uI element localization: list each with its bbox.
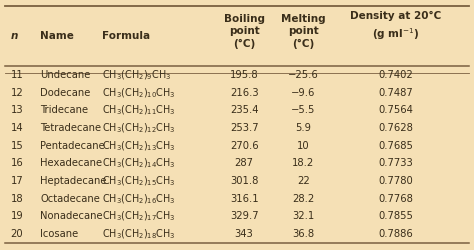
Text: $\mathregular{CH_3(CH_2)_{11}CH_3}$: $\mathregular{CH_3(CH_2)_{11}CH_3}$ <box>102 104 175 117</box>
Text: Hexadecane: Hexadecane <box>40 158 102 168</box>
Text: 19: 19 <box>10 212 23 222</box>
Text: 329.7: 329.7 <box>230 212 258 222</box>
Text: Dodecane: Dodecane <box>40 88 91 98</box>
Text: −9.6: −9.6 <box>291 88 316 98</box>
Text: 36.8: 36.8 <box>292 229 314 239</box>
Text: 0.7768: 0.7768 <box>378 194 413 204</box>
Text: $\mathregular{CH_3(CH_2)_{12}CH_3}$: $\mathregular{CH_3(CH_2)_{12}CH_3}$ <box>102 121 175 135</box>
Text: 235.4: 235.4 <box>230 106 258 116</box>
Text: 28.2: 28.2 <box>292 194 314 204</box>
Text: 0.7628: 0.7628 <box>378 123 413 133</box>
Text: 12: 12 <box>10 88 23 98</box>
Text: 13: 13 <box>10 106 23 116</box>
Text: $\mathregular{CH_3(CH_2)_{9}CH_3}$: $\mathregular{CH_3(CH_2)_{9}CH_3}$ <box>102 68 171 82</box>
Text: 0.7402: 0.7402 <box>378 70 413 80</box>
Text: 22: 22 <box>297 176 310 186</box>
Text: 14: 14 <box>10 123 23 133</box>
Text: Tetradecane: Tetradecane <box>40 123 101 133</box>
Text: $\mathregular{CH_3(CH_2)_{15}CH_3}$: $\mathregular{CH_3(CH_2)_{15}CH_3}$ <box>102 174 175 188</box>
Text: $\mathregular{CH_3(CH_2)_{17}CH_3}$: $\mathregular{CH_3(CH_2)_{17}CH_3}$ <box>102 210 175 223</box>
Text: 253.7: 253.7 <box>230 123 258 133</box>
Text: 5.9: 5.9 <box>295 123 311 133</box>
Text: Nonadecane: Nonadecane <box>40 212 103 222</box>
Text: 216.3: 216.3 <box>230 88 258 98</box>
Text: 18: 18 <box>10 194 23 204</box>
Text: point: point <box>229 26 259 36</box>
Text: 270.6: 270.6 <box>230 141 258 151</box>
Text: (°C): (°C) <box>292 39 314 49</box>
Text: Name: Name <box>40 31 74 41</box>
Text: 0.7685: 0.7685 <box>378 141 413 151</box>
Text: 287: 287 <box>235 158 254 168</box>
Text: 0.7780: 0.7780 <box>378 176 413 186</box>
Text: point: point <box>288 26 319 36</box>
Text: 0.7564: 0.7564 <box>378 106 413 116</box>
Text: $\mathregular{CH_3(CH_2)_{18}CH_3}$: $\mathregular{CH_3(CH_2)_{18}CH_3}$ <box>102 227 175 241</box>
Text: −5.5: −5.5 <box>291 106 316 116</box>
Text: $\bfit{n}$: $\bfit{n}$ <box>10 31 19 41</box>
Text: Undecane: Undecane <box>40 70 91 80</box>
Text: Density at 20°C: Density at 20°C <box>350 10 441 20</box>
Text: 10: 10 <box>297 141 310 151</box>
Text: Heptadecane: Heptadecane <box>40 176 107 186</box>
Text: Pentadecane: Pentadecane <box>40 141 105 151</box>
Text: 20: 20 <box>10 229 23 239</box>
Text: Tridecane: Tridecane <box>40 106 89 116</box>
Text: 17: 17 <box>10 176 23 186</box>
Text: $\mathregular{CH_3(CH_2)_{14}CH_3}$: $\mathregular{CH_3(CH_2)_{14}CH_3}$ <box>102 157 175 170</box>
Text: Melting: Melting <box>281 14 326 24</box>
Text: 15: 15 <box>10 141 23 151</box>
Text: Formula: Formula <box>102 31 150 41</box>
Text: 343: 343 <box>235 229 254 239</box>
Text: $\mathregular{CH_3(CH_2)_{10}CH_3}$: $\mathregular{CH_3(CH_2)_{10}CH_3}$ <box>102 86 175 100</box>
Text: 32.1: 32.1 <box>292 212 314 222</box>
Text: Icosane: Icosane <box>40 229 79 239</box>
Text: 0.7733: 0.7733 <box>378 158 413 168</box>
Text: 0.7487: 0.7487 <box>378 88 413 98</box>
Text: 0.7855: 0.7855 <box>378 212 413 222</box>
Text: 11: 11 <box>10 70 23 80</box>
Text: (g ml$^{-1}$): (g ml$^{-1}$) <box>372 26 419 42</box>
Text: 316.1: 316.1 <box>230 194 258 204</box>
Text: Octadecane: Octadecane <box>40 194 100 204</box>
Text: $\mathregular{CH_3(CH_2)_{16}CH_3}$: $\mathregular{CH_3(CH_2)_{16}CH_3}$ <box>102 192 175 205</box>
Text: 195.8: 195.8 <box>230 70 258 80</box>
Text: 301.8: 301.8 <box>230 176 258 186</box>
Text: 0.7886: 0.7886 <box>378 229 413 239</box>
Text: 18.2: 18.2 <box>292 158 314 168</box>
Text: −25.6: −25.6 <box>288 70 319 80</box>
Text: 16: 16 <box>10 158 23 168</box>
Text: $\mathregular{CH_3(CH_2)_{13}CH_3}$: $\mathregular{CH_3(CH_2)_{13}CH_3}$ <box>102 139 175 152</box>
Text: (°C): (°C) <box>233 39 255 49</box>
Text: Boiling: Boiling <box>224 14 264 24</box>
